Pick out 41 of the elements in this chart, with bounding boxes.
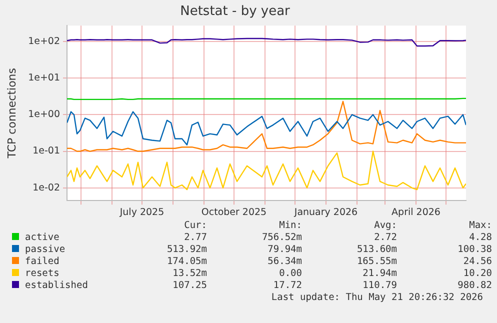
text: 17.72 xyxy=(272,280,302,292)
text: Min: xyxy=(278,220,302,232)
legend-label: established xyxy=(24,280,89,292)
text: Last update: Thu May 21 20:26:32 2026 xyxy=(270,292,483,304)
legend-label: active xyxy=(24,232,60,244)
text: 100.38 xyxy=(456,244,492,256)
text: Max: xyxy=(468,220,492,232)
y-tick-label: 1e-02 xyxy=(32,182,60,194)
text: 0.00 xyxy=(278,268,302,280)
text: 2.72 xyxy=(373,232,397,244)
text: 21.94m xyxy=(362,268,397,280)
text: 174.05m xyxy=(166,256,207,268)
text: Avg: xyxy=(373,220,397,232)
text: 10.20 xyxy=(462,268,492,280)
text: 4.28 xyxy=(468,232,492,244)
text: 980.82 xyxy=(456,280,492,292)
legend-label: passive xyxy=(24,244,66,256)
legend-label: resets xyxy=(24,268,60,280)
text: 110.79 xyxy=(362,280,397,292)
text: 56.34m xyxy=(266,256,302,268)
text: 13.52m xyxy=(172,268,207,280)
y-tick-label: 1e+01 xyxy=(28,72,60,84)
y-tick-label: 1e-01 xyxy=(32,146,60,157)
text: 513.60m xyxy=(356,244,397,256)
x-tick-label: April 2026 xyxy=(392,206,440,218)
y-tick-label: 1e+02 xyxy=(28,36,60,47)
x-tick-label: July 2025 xyxy=(118,206,164,218)
y-axis-title: TCP connections xyxy=(5,68,18,160)
chart-title: Netstat - by year xyxy=(180,4,291,20)
y-tick-label: 1e+00 xyxy=(28,109,60,120)
x-tick-label: January 2026 xyxy=(293,206,358,218)
text: 756.52m xyxy=(260,232,302,244)
text: 79.94m xyxy=(266,244,302,256)
legend-label: failed xyxy=(24,256,60,268)
text: 2.77 xyxy=(183,232,207,244)
x-tick-label: October 2025 xyxy=(201,206,267,218)
text: Cur: xyxy=(183,220,207,232)
text: 165.55m xyxy=(356,256,397,268)
text: 513.92m xyxy=(166,244,207,256)
text: 24.56 xyxy=(462,256,492,268)
text: 107.25 xyxy=(172,280,207,292)
